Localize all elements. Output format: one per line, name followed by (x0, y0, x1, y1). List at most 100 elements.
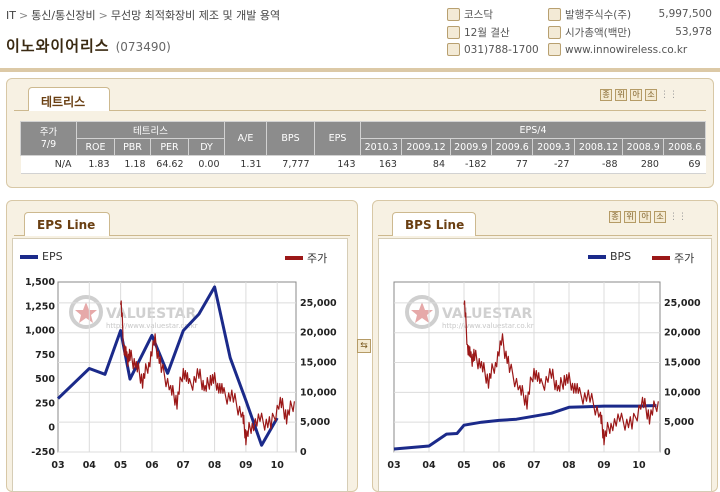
table-cell: -27 (532, 155, 575, 174)
x-tick-label: 09 (597, 460, 610, 471)
x-tick-label: 10 (632, 460, 646, 471)
legend-swatch (652, 256, 670, 260)
eps-header: EPS (314, 121, 361, 156)
move-up-button[interactable]: 위 (615, 89, 627, 101)
breadcrumb-item: 무선망 최적화장비 제조 및 개발 용역 (110, 9, 281, 22)
table-cell: -88 (574, 155, 623, 174)
legend-swatch (285, 256, 303, 260)
table-cell: N/A (20, 155, 77, 174)
watermark-brand: VALUESTAR (442, 306, 532, 322)
x-tick-label: 10 (271, 460, 285, 471)
move-down-button[interactable]: 아 (630, 89, 642, 101)
close-button[interactable]: 종 (600, 89, 612, 101)
table-cell: 77 (491, 155, 533, 174)
pbr-header: PBR (114, 138, 151, 156)
tab-underline (14, 110, 706, 111)
y-right-tick-label: 5,000 (664, 417, 694, 428)
bps-controls: 종 위 아 소 ⋮⋮ (609, 211, 687, 223)
shares-icon (548, 8, 561, 21)
watermark-star-icon (75, 302, 97, 323)
watermark-url: http://www.valuestar.co.kr (442, 322, 534, 330)
ae-header: A/E (224, 121, 267, 156)
move-up-button[interactable]: 위 (624, 211, 636, 223)
price-legend-item: 주가 (285, 250, 327, 266)
close-button[interactable]: 종 (609, 211, 621, 223)
company-code: (073490) (115, 40, 171, 54)
mcap-value: 53,978 (675, 26, 712, 38)
x-tick-label: 09 (239, 460, 252, 471)
tab-underline (378, 235, 712, 236)
phone-icon (447, 43, 460, 56)
table-row: N/A 1.83 1.18 64.62 0.00 1.31 7,777 143 … (20, 155, 706, 174)
table-cell: 0.00 (188, 155, 225, 174)
table-cell: 280 (622, 155, 664, 174)
minimize-button[interactable]: 소 (654, 211, 666, 223)
x-tick-label: 03 (387, 460, 400, 471)
phone-info: 031)788-1700 (447, 43, 539, 56)
company-title: 이노와이어리스 (073490) (6, 35, 171, 56)
tab-underline (14, 235, 350, 236)
fiscal-info: 12월 결산 (447, 25, 510, 40)
eps-legend-item: EPS (20, 250, 63, 263)
company-name: 이노와이어리스 (6, 37, 110, 55)
table-cell: 143 (314, 155, 361, 174)
y-right-tick-label: 15,000 (664, 358, 701, 369)
x-tick-label: 08 (208, 460, 222, 471)
y-left-tick-label: 500 (35, 374, 55, 385)
home-icon (548, 43, 561, 56)
dy-header: DY (188, 138, 225, 156)
move-down-button[interactable]: 아 (639, 211, 651, 223)
price-series-line (120, 300, 295, 446)
watermark-star-icon (411, 302, 433, 323)
table-cell: 1.83 (76, 155, 115, 174)
period-header: 2009.12 (401, 138, 451, 156)
y-right-tick-label: 15,000 (300, 358, 337, 369)
y-left-tick-label: 1,250 (25, 301, 55, 312)
tab-bps-line[interactable]: BPS Line (392, 212, 476, 236)
market-info: 코스닥 (447, 7, 493, 22)
per-header: PER (150, 138, 189, 156)
swap-button[interactable]: ⇆ (357, 339, 371, 353)
bps-legend-item: BPS (588, 250, 631, 263)
y-left-tick-label: 750 (35, 350, 55, 361)
tab-tetris[interactable]: 테트리스 (28, 87, 110, 111)
breadcrumb-item[interactable]: 통신/통신장비 (31, 9, 96, 22)
market-icon (447, 8, 460, 21)
y-right-tick-label: 10,000 (664, 387, 701, 398)
bps-header: BPS (266, 121, 315, 156)
table-cell: 64.62 (150, 155, 189, 174)
table-cell: 7,777 (266, 155, 315, 174)
table-cell: 1.31 (224, 155, 267, 174)
y-left-tick-label: 1,000 (25, 326, 55, 337)
shares-value: 5,997,500 (658, 8, 712, 20)
mcap-icon (548, 26, 561, 39)
eps-series-line (56, 285, 279, 447)
table-cell: -182 (450, 155, 492, 174)
minimize-button[interactable]: 소 (645, 89, 657, 101)
roe-header: ROE (76, 138, 115, 156)
x-tick-label: 03 (51, 460, 64, 471)
drag-handle-icon[interactable]: ⋮⋮ (660, 90, 678, 100)
tetris-controls: 종 위 아 소 ⋮⋮ (600, 89, 678, 101)
watermark-logo-icon (405, 295, 439, 329)
period-header: 2010.3 (359, 138, 403, 156)
page-header: IT > 통신/통신장비 > 무선망 최적화장비 제조 및 개발 용역 이노와이어리스 (… (0, 0, 720, 72)
y-right-tick-label: 0 (664, 447, 671, 458)
period-header: 2008.12 (573, 138, 624, 156)
y-left-tick-label: 0 (48, 423, 55, 434)
drag-handle-icon[interactable]: ⋮⋮ (669, 212, 687, 222)
shares-label: 발행주식수(주) (548, 7, 631, 22)
mcap-label: 시가총액(백만) (548, 25, 631, 40)
breadcrumb: IT > 통신/통신장비 > 무선망 최적화장비 제조 및 개발 용역 (6, 9, 281, 22)
tab-eps-line[interactable]: EPS Line (24, 212, 110, 236)
legend-swatch (20, 254, 38, 259)
table-cell: 69 (663, 155, 706, 174)
table-cell: 84 (401, 155, 451, 174)
breadcrumb-item[interactable]: IT (6, 9, 16, 22)
x-tick-label: 04 (422, 460, 436, 471)
website-link[interactable]: www.innowireless.co.kr (548, 43, 687, 56)
period-header: 2008.9 (621, 138, 665, 156)
watermark-logo-icon (69, 295, 103, 329)
x-tick-label: 07 (177, 460, 190, 471)
